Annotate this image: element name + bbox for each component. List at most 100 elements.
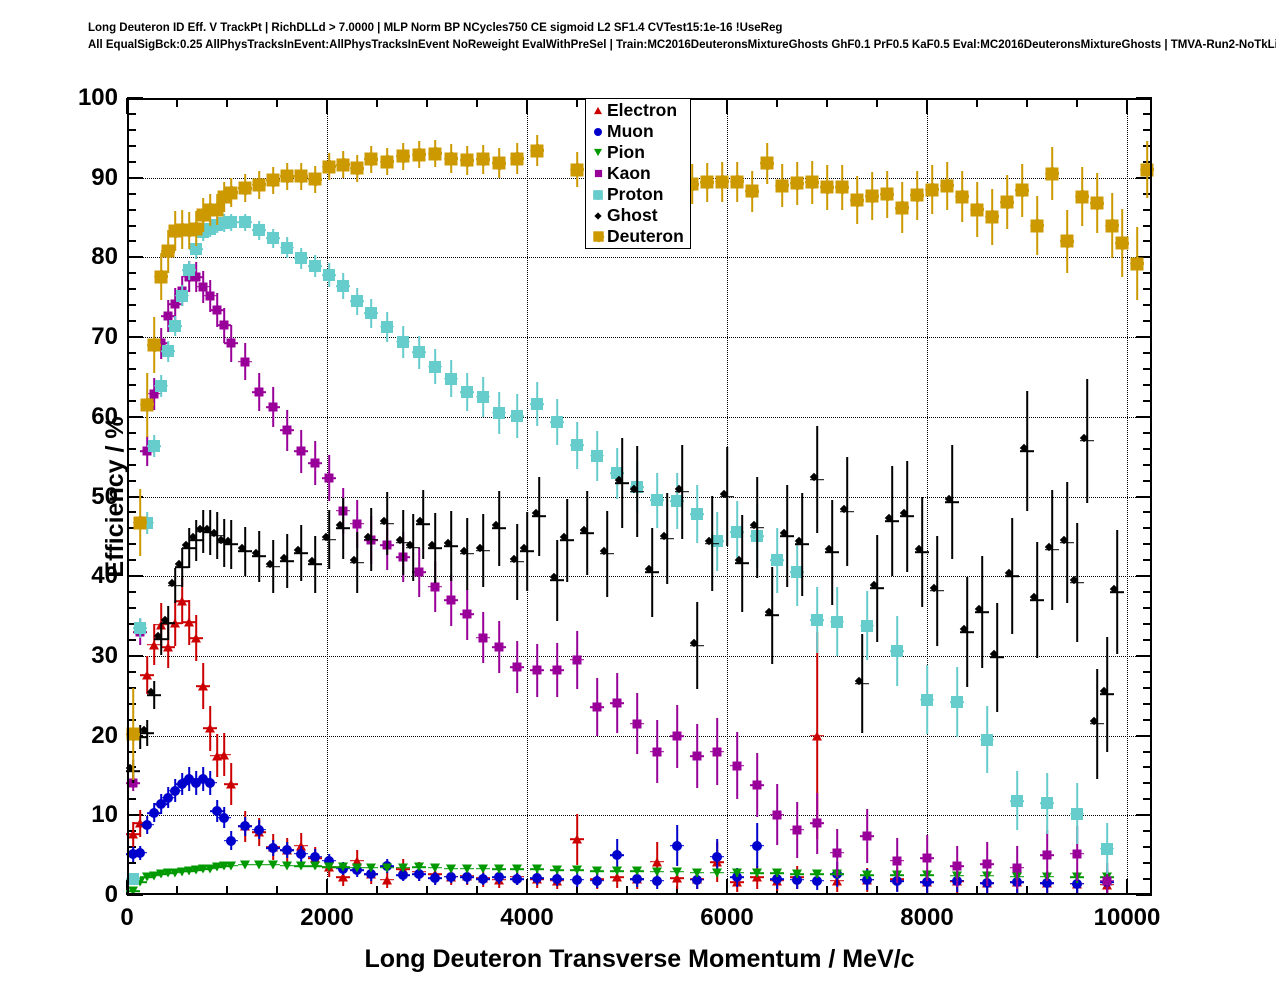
error-bar-horizontal [161, 622, 175, 625]
gridline-vertical [927, 98, 928, 895]
data-point [176, 289, 188, 302]
error-bar-horizontal [600, 553, 614, 555]
marker-cross-icon [397, 335, 409, 348]
marker-circle-icon [446, 871, 456, 882]
marker-star-icon [336, 158, 350, 172]
legend-item-ghost[interactable]: Ghost [586, 205, 690, 226]
marker-triangle-up-icon [128, 829, 138, 839]
marker-circle-icon [572, 874, 582, 885]
marker-triangle-up-icon [205, 723, 215, 733]
marker-square-icon [191, 272, 201, 282]
x-tick-label: 8000 [900, 904, 954, 931]
plot-title-line-2: All EqualSigBck:0.25 AllPhysTracksInEven… [88, 39, 1276, 51]
x-tick-minor [676, 886, 678, 895]
x-tick-major [926, 98, 928, 114]
marker-triangle-down-icon [149, 871, 159, 881]
data-point [922, 877, 932, 888]
y-tick-minor [1143, 623, 1152, 626]
data-point [862, 831, 872, 841]
marker-star-icon [210, 203, 224, 217]
marker-cross-icon [771, 554, 783, 567]
x-tick-minor [226, 98, 228, 107]
marker-star-icon [308, 172, 322, 186]
data-point [352, 519, 362, 529]
data-point [772, 810, 782, 819]
data-point [792, 874, 802, 885]
marker-circle-icon [212, 806, 222, 817]
error-bar-horizontal [1070, 581, 1084, 584]
error-bar-horizontal [336, 527, 350, 530]
data-point [240, 821, 250, 832]
marker-circle-icon [296, 848, 306, 859]
marker-square-icon [752, 780, 762, 790]
marker-square-icon [1012, 863, 1022, 873]
data-point [981, 733, 993, 746]
data-point [413, 346, 425, 359]
y-tick-major [1136, 894, 1152, 896]
data-point [268, 402, 278, 412]
y-tick-minor [127, 160, 136, 163]
data-point [163, 868, 173, 878]
marker-star-icon [492, 156, 506, 170]
data-point [219, 750, 229, 760]
data-point [462, 872, 472, 883]
data-point [445, 372, 457, 385]
data-point [238, 181, 252, 195]
marker-circle-icon [692, 874, 702, 885]
legend-label: Proton [607, 184, 664, 204]
marker-circle-icon [772, 874, 782, 885]
data-point [351, 295, 363, 308]
x-tick-minor [426, 886, 428, 895]
legend-item-muon[interactable]: Muon [586, 121, 690, 142]
legend-item-electron[interactable]: Electron [586, 100, 690, 121]
data-point [493, 406, 505, 419]
x-tick-minor [626, 886, 628, 895]
gridline-horizontal [127, 735, 1152, 737]
data-point [189, 222, 203, 236]
legend-item-proton[interactable]: Proton [586, 184, 690, 205]
legend-item-pion[interactable]: Pion [586, 142, 690, 163]
legend-item-kaon[interactable]: Kaon [586, 163, 690, 184]
marker-triangle-down-icon [712, 868, 722, 878]
data-point [163, 311, 173, 321]
error-bar-horizontal [780, 535, 794, 538]
y-tick-minor [127, 128, 136, 131]
data-point [1072, 878, 1082, 889]
data-point [128, 886, 138, 896]
marker-triangle-up-icon [652, 857, 662, 867]
data-point [352, 863, 362, 873]
y-tick-minor [127, 367, 136, 370]
data-point [322, 160, 336, 174]
data-point [672, 840, 682, 851]
data-point [310, 458, 320, 468]
data-point [170, 299, 180, 309]
marker-cross-icon [183, 264, 195, 277]
data-point [922, 853, 932, 863]
y-tick-minor [127, 288, 136, 291]
data-point [460, 153, 474, 167]
marker-triangle-down-icon [184, 866, 194, 876]
y-tick-minor [127, 224, 136, 227]
data-point [672, 873, 682, 883]
error-bar-horizontal [660, 537, 674, 540]
data-point [254, 824, 264, 835]
marker-square-icon [282, 425, 292, 435]
x-tick-minor [1026, 886, 1028, 895]
data-point [266, 173, 280, 187]
series-proton [126, 98, 1152, 895]
marker-star-icon [133, 516, 147, 530]
marker-square-icon [462, 609, 472, 619]
legend-item-deuteron[interactable]: Deuteron [586, 226, 690, 247]
y-tick-major [127, 654, 143, 657]
marker-triangle-up-icon [226, 779, 236, 789]
marker-cross-icon [365, 307, 377, 320]
marker-square-icon [205, 291, 215, 301]
legend-marker [590, 211, 606, 220]
data-point [531, 398, 543, 411]
marker-cross-icon [551, 416, 563, 429]
marker-cross-icon [148, 440, 160, 453]
y-tick-minor [127, 607, 136, 610]
data-point [494, 864, 504, 874]
marker-cross-icon [134, 622, 146, 634]
marker-square-icon [352, 519, 362, 529]
